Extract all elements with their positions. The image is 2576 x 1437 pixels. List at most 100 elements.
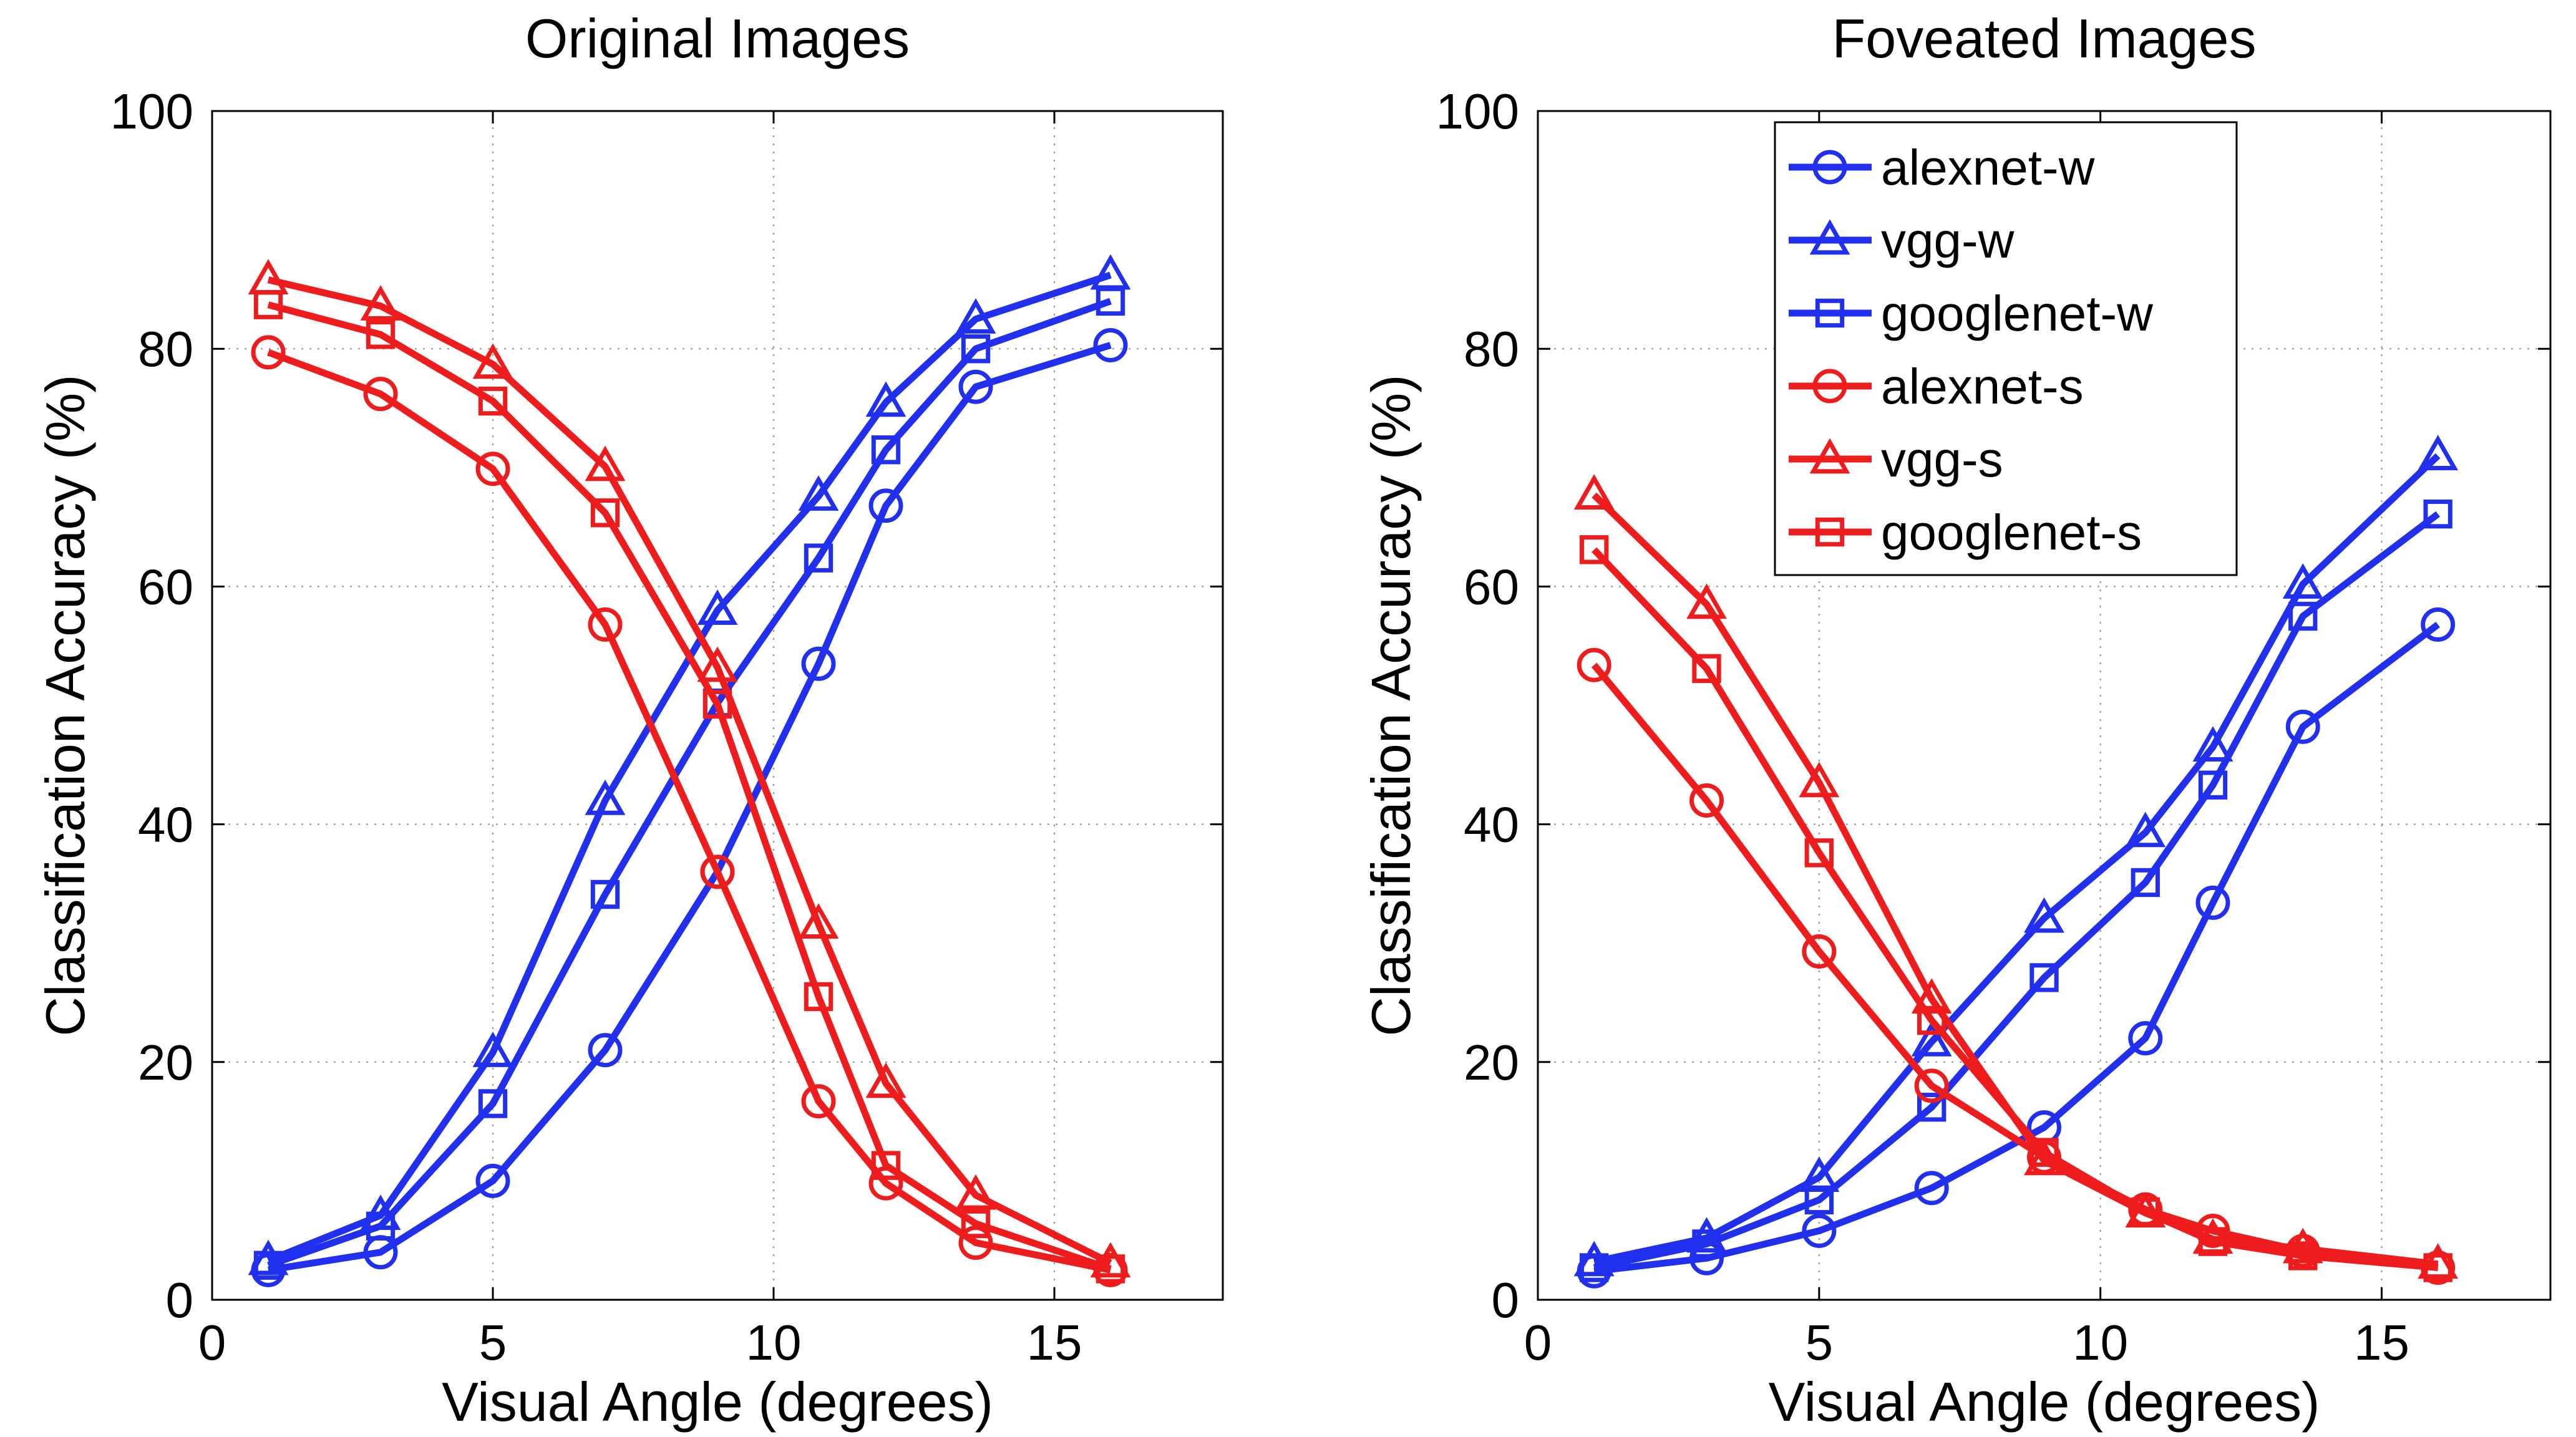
data-point <box>958 369 993 404</box>
x-tick-label: 10 <box>746 1315 802 1370</box>
series-alexnet-s <box>1577 647 2456 1285</box>
x-tick-label: 5 <box>1806 1315 1834 1370</box>
data-point <box>1686 583 1727 619</box>
data-point <box>702 689 732 719</box>
series-line <box>1592 492 2439 1268</box>
data-point <box>2029 963 2059 992</box>
legend-label: alexnet-s <box>1881 359 2084 414</box>
data-point <box>472 343 513 379</box>
legend-marker <box>1809 219 1850 255</box>
legend-label: googlenet-s <box>1881 505 2142 560</box>
legend-marker <box>1815 517 1845 547</box>
series-googlenet-w <box>1579 499 2452 1282</box>
y-tick-label: 80 <box>138 321 193 377</box>
series-line <box>1591 662 2439 1271</box>
data-point <box>366 320 396 349</box>
data-point <box>961 334 991 364</box>
series-vgg-w <box>1573 435 2459 1277</box>
data-point <box>1577 647 1611 682</box>
data-point <box>588 1033 623 1068</box>
series-line <box>1593 622 2440 1275</box>
y-axis-label: Classification Accuracy (%) <box>34 374 96 1036</box>
data-point <box>1090 1242 1131 1278</box>
legend-entry-googlenet-s: googlenet-s <box>1789 505 2142 560</box>
axis-ticks: 0 5 10 15 0 20 40 60 80 100 <box>1436 84 2550 1370</box>
data-point <box>2131 868 2160 898</box>
data-point <box>1802 1213 1837 1248</box>
data-point <box>253 290 283 319</box>
grid-lines <box>1538 111 2550 1300</box>
series-line <box>267 301 1112 1272</box>
data-point <box>700 854 735 889</box>
data-point <box>798 475 839 511</box>
data-point <box>2029 1138 2059 1167</box>
data-point <box>2282 1227 2323 1264</box>
series-line <box>267 349 1112 1274</box>
data-point <box>697 589 738 625</box>
series-line <box>1593 511 2440 1271</box>
data-point <box>2282 563 2323 599</box>
plot-frame <box>211 110 1224 1301</box>
legend-entry-alexnet-w: alexnet-w <box>1789 140 2095 195</box>
y-tick-label: 40 <box>138 797 193 853</box>
data-point <box>2423 499 2452 529</box>
data-point <box>1692 1229 1721 1259</box>
data-point <box>1914 1068 1949 1103</box>
series-line <box>1592 547 2439 1272</box>
data-point <box>1573 474 1615 510</box>
data-point <box>1914 1171 1949 1206</box>
data-point <box>1917 1005 1947 1035</box>
legend-label: googlenet-w <box>1881 286 2153 341</box>
y-tick-label: 20 <box>1464 1035 1519 1090</box>
y-tick-label: 60 <box>138 559 193 614</box>
data-point <box>1096 1254 1125 1284</box>
y-tick-label: 0 <box>166 1272 194 1328</box>
y-tick-label: 80 <box>1464 321 1519 377</box>
data-point <box>868 488 903 523</box>
legend-entry-googlenet-w: googlenet-w <box>1789 286 2153 341</box>
data-point <box>478 386 508 416</box>
data-point <box>804 982 834 1012</box>
data-point <box>1802 934 1837 969</box>
chart-title: Foveated Images <box>1832 7 2257 69</box>
legend: alexnet-w vgg-w googlenet-w alexnet-s vgg-s g… <box>1774 121 2238 576</box>
data-point <box>251 335 286 370</box>
x-tick-label: 15 <box>1027 1315 1082 1370</box>
legend-label: vgg-w <box>1881 213 2015 268</box>
y-tick-label: 20 <box>138 1035 193 1090</box>
data-point <box>248 1239 289 1275</box>
y-tick-label: 100 <box>110 84 193 139</box>
x-axis-label: Visual Angle (degrees) <box>1769 1371 2320 1433</box>
x-tick-label: 0 <box>198 1315 226 1370</box>
data-point <box>801 646 836 681</box>
data-point <box>801 1084 836 1119</box>
panel-foveated: 0 5 10 15 0 20 40 60 80 100 Foveated Images Visua… <box>1360 7 2552 1433</box>
series-googlenet-s <box>1579 535 2452 1282</box>
data-point <box>2195 885 2230 920</box>
data-point <box>1093 327 1128 362</box>
y-tick-label: 100 <box>1436 84 1519 139</box>
series-line <box>267 276 1112 1266</box>
data-point <box>588 607 623 642</box>
data-point <box>1573 1241 1615 1277</box>
data-point <box>2128 1021 2163 1056</box>
data-point <box>955 298 996 334</box>
data-point <box>360 285 401 321</box>
data-point <box>2024 897 2064 933</box>
legend-marker <box>1815 298 1845 328</box>
data-point <box>2198 770 2228 800</box>
data-point <box>2421 607 2456 642</box>
series-line <box>266 271 1112 1264</box>
data-point <box>585 445 626 481</box>
data-point <box>865 381 906 417</box>
data-point <box>1090 254 1131 290</box>
data-point <box>475 1163 510 1198</box>
series-line <box>267 298 1112 1269</box>
data-point <box>955 1174 996 1210</box>
data-point <box>2288 601 2318 631</box>
series-googlenet-w <box>253 286 1125 1280</box>
y-tick-label: 0 <box>1492 1272 1520 1328</box>
legend-label: alexnet-w <box>1881 140 2095 195</box>
